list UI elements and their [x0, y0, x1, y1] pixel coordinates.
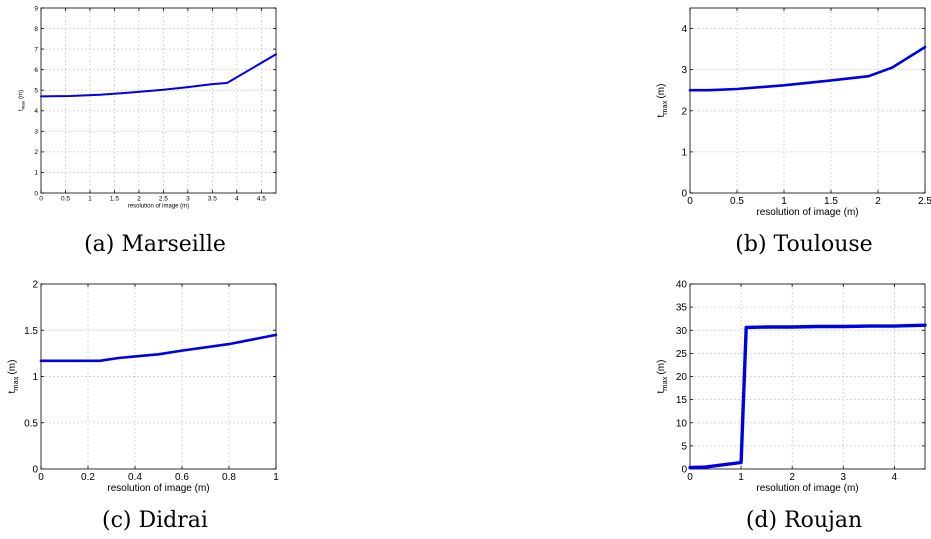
y-axis-label-unit: (m)	[656, 84, 667, 99]
y-tick-label: 3	[34, 129, 38, 136]
y-axis-label: tmax(m)	[19, 90, 26, 111]
x-tick-label: 2.5	[159, 196, 168, 203]
y-tick-label: 3	[681, 65, 687, 76]
y-axis-label-sub: max	[660, 100, 669, 114]
chart-panel-1: 0 0.5 1 1.5 2 2.5 0 1 2 3 4 resolution of image (m)…	[656, 8, 931, 257]
y-tick-label: 2	[681, 106, 687, 117]
y-tick-label: 0.5	[24, 418, 38, 429]
x-tick-label: 2	[875, 196, 881, 207]
x-tick-label: 2.5	[918, 196, 931, 207]
series-line	[690, 47, 925, 90]
y-tick-label: 40	[676, 280, 688, 291]
y-tick-label: 5	[681, 441, 687, 452]
y-axis-label-unit: (m)	[656, 360, 667, 375]
y-axis-label: tmax(m)	[656, 360, 669, 394]
x-axis-label: resolution of image (m)	[756, 207, 858, 218]
x-tick-label: 2	[137, 196, 141, 203]
x-tick-label: 1	[273, 472, 279, 483]
series-line	[41, 335, 276, 361]
y-tick-label: 2	[34, 149, 38, 156]
y-axis-label-unit: (m)	[19, 90, 25, 99]
y-axis-label-sub: max	[11, 376, 20, 390]
x-axis-label: resolution of image (m)	[756, 483, 858, 494]
y-tick-label: 35	[676, 303, 688, 314]
y-tick-label: 1	[34, 170, 38, 177]
y-tick-label: 4	[681, 24, 687, 35]
x-tick-label: 0	[687, 472, 693, 483]
y-tick-label: 20	[676, 372, 688, 383]
y-axis-label-unit: (m)	[7, 360, 18, 375]
x-tick-label: 0.5	[61, 196, 70, 203]
panel-caption: (d) Roujan	[746, 508, 862, 533]
y-axis-label: tmax(m)	[7, 360, 20, 394]
x-tick-label: 1.5	[824, 196, 838, 207]
x-tick-label: 0.2	[81, 472, 95, 483]
x-tick-label: 0	[687, 196, 693, 207]
y-tick-label: 0	[34, 190, 38, 197]
x-tick-label: 0.6	[175, 472, 189, 483]
y-tick-label: 1	[32, 372, 38, 383]
axes-box	[690, 8, 925, 193]
y-tick-label: 6	[34, 67, 38, 74]
y-tick-label: 25	[676, 349, 688, 360]
y-tick-label: 2	[32, 280, 38, 291]
x-tick-label: 0.5	[730, 196, 744, 207]
y-tick-label: 1	[681, 147, 687, 158]
x-tick-label: 2	[789, 472, 795, 483]
y-tick-label: 5	[34, 87, 38, 94]
y-tick-label: 10	[676, 418, 688, 429]
chart-panel-0: 0 0.5 1 1.5 2 2.5 3 3.5 4 4.5 0 1 2 3 4 5 6 7 8 9 resolution…	[19, 5, 276, 257]
x-tick-label: 4	[892, 472, 898, 483]
x-tick-label: 4.5	[257, 196, 266, 203]
y-tick-label: 0	[32, 465, 38, 476]
y-tick-label: 0	[681, 189, 687, 200]
y-axis-label-sub: max	[21, 100, 26, 109]
x-tick-label: 1	[88, 196, 92, 203]
x-tick-label: 0.4	[128, 472, 142, 483]
y-axis-label-sub: max	[660, 376, 669, 390]
series-line	[690, 325, 925, 467]
y-tick-label: 8	[34, 26, 38, 33]
y-tick-label: 1.5	[24, 326, 38, 337]
panel-caption: (b) Toulouse	[735, 232, 872, 257]
panel-caption: (a) Marseille	[84, 232, 226, 257]
series-line	[41, 54, 276, 96]
panel-caption: (c) Didrai	[102, 508, 208, 533]
y-tick-label: 4	[34, 108, 38, 115]
axes-box	[41, 8, 276, 193]
x-tick-label: 1.5	[110, 196, 119, 203]
x-tick-label: 4	[235, 196, 239, 203]
x-axis-label: resolution of image (m)	[107, 483, 209, 494]
x-tick-label: 3	[840, 472, 846, 483]
x-tick-label: 1	[738, 472, 744, 483]
y-axis-label: tmax(m)	[656, 84, 669, 118]
x-tick-label: 0.8	[222, 472, 236, 483]
x-tick-label: 1	[781, 196, 787, 207]
x-axis-label: resolution of image (m)	[128, 204, 189, 210]
x-tick-label: 0	[38, 472, 44, 483]
x-tick-label: 3	[186, 196, 190, 203]
y-tick-label: 30	[676, 326, 688, 337]
y-tick-label: 7	[34, 46, 38, 53]
chart-panel-2: 0 0.2 0.4 0.6 0.8 1 0 0.5 1 1.5 2 resolution of ima…	[7, 280, 279, 534]
x-tick-label: 3.5	[208, 196, 217, 203]
y-tick-label: 15	[676, 395, 688, 406]
x-tick-label: 0	[39, 196, 43, 203]
y-tick-label: 0	[681, 465, 687, 476]
y-tick-label: 9	[34, 5, 38, 12]
